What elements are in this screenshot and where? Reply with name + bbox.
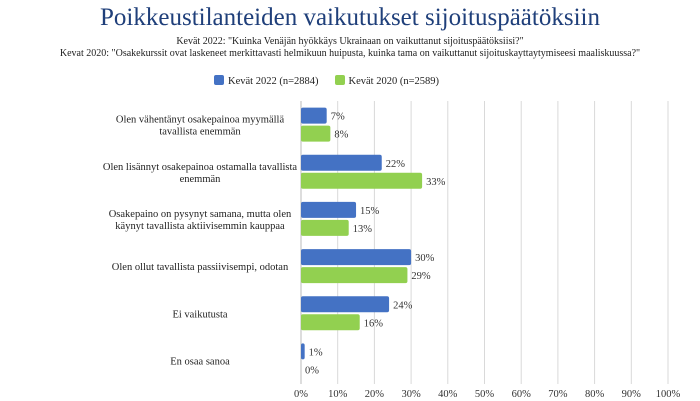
x-tick-label: 0% xyxy=(294,389,308,400)
x-tick-label: 40% xyxy=(438,389,458,400)
subtitle-2022: Kevät 2022: "Kuinka Venäjän hyökkäys Ukr… xyxy=(176,36,524,47)
x-tick-label: 60% xyxy=(512,389,532,400)
category-label: Olen vähentänyt osakepainoa myymällä xyxy=(116,115,285,126)
x-tick-label: 100% xyxy=(656,389,681,400)
x-tick-label: 50% xyxy=(475,389,495,400)
x-tick-label: 80% xyxy=(585,389,605,400)
data-label: 33% xyxy=(426,177,446,188)
data-label: 29% xyxy=(411,271,431,282)
legend-label: Kevät 2022 (n=2884) xyxy=(228,76,319,87)
data-label: 24% xyxy=(393,300,413,311)
bar xyxy=(301,343,305,360)
category-label: käynyt tavallista aktiivisemmin kauppaa xyxy=(115,221,285,232)
bar xyxy=(301,296,390,313)
category-label: Osakepaino on pysynyt samana, mutta olen xyxy=(109,209,292,220)
category-label: enemmän xyxy=(180,174,222,185)
data-label: 13% xyxy=(353,224,373,235)
category-label: En osaa sanoa xyxy=(170,356,230,367)
bar xyxy=(301,172,423,189)
legend-item-2022: Kevät 2022 (n=2884) xyxy=(214,75,319,87)
bar xyxy=(301,107,327,124)
chart-title: Poikkeustilanteiden vaikutukset sijoitus… xyxy=(100,4,600,31)
bar xyxy=(301,201,357,218)
data-label: 0% xyxy=(305,365,319,376)
legend-swatch-green xyxy=(334,75,345,85)
data-label: 16% xyxy=(364,318,384,329)
bar xyxy=(301,219,349,236)
legend-item-2020: Kevät 2020 (n=2589) xyxy=(334,75,440,87)
data-label: 1% xyxy=(309,347,323,358)
x-tick-label: 70% xyxy=(548,389,568,400)
category-label: tavallista enemmän xyxy=(159,127,241,138)
bar xyxy=(301,249,412,266)
bar xyxy=(301,267,408,284)
category-label: Olen ollut tavallista passiivisempi, odo… xyxy=(112,262,289,273)
bar xyxy=(301,154,382,171)
category-label: Ei vaikutusta xyxy=(172,309,227,320)
x-tick-label: 20% xyxy=(365,389,385,400)
category-label: Olen lisännyt osakepainoa ostamalla tava… xyxy=(103,162,298,173)
bar xyxy=(301,125,331,142)
data-label: 15% xyxy=(360,206,380,217)
x-tick-label: 10% xyxy=(328,389,348,400)
data-label: 7% xyxy=(331,112,345,123)
data-label: 8% xyxy=(334,130,348,141)
legend: Kevät 2022 (n=2884) Kevät 2020 (n=2589) xyxy=(214,75,439,87)
legend-label: Kevät 2020 (n=2589) xyxy=(348,76,440,87)
bar xyxy=(301,314,360,331)
x-tick-label: 30% xyxy=(401,389,421,400)
data-label: 22% xyxy=(386,159,406,170)
x-tick-label: 90% xyxy=(622,389,642,400)
legend-swatch-blue xyxy=(214,75,224,85)
data-label: 30% xyxy=(415,253,435,264)
subtitle-2020: Kevat 2020: "Osakekurssit ovat laskeneet… xyxy=(59,48,641,59)
